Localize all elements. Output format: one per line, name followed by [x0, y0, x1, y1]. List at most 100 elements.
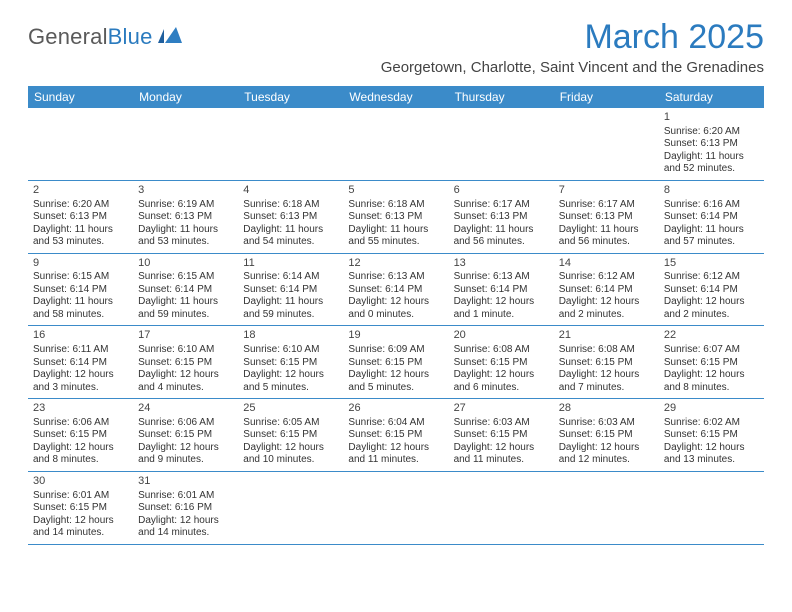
day-number: 18 — [243, 329, 338, 343]
sunrise-line: Sunrise: 6:20 AM — [664, 126, 759, 139]
day-number: 14 — [559, 257, 654, 271]
sunset-line: Sunset: 6:14 PM — [559, 284, 654, 297]
daylight-line: Daylight: 11 hours and 56 minutes. — [559, 224, 654, 249]
sunset-line: Sunset: 6:14 PM — [138, 284, 233, 297]
day-cell: 11Sunrise: 6:14 AMSunset: 6:14 PMDayligh… — [238, 254, 343, 326]
daylight-line: Daylight: 12 hours and 7 minutes. — [559, 369, 654, 394]
sunrise-line: Sunrise: 6:10 AM — [138, 344, 233, 357]
sunrise-line: Sunrise: 6:14 AM — [243, 271, 338, 284]
daylight-line: Daylight: 12 hours and 3 minutes. — [33, 369, 128, 394]
empty-cell — [449, 108, 554, 180]
sunrise-line: Sunrise: 6:13 AM — [348, 271, 443, 284]
day-cell: 8Sunrise: 6:16 AMSunset: 6:14 PMDaylight… — [659, 181, 764, 253]
sunrise-line: Sunrise: 6:05 AM — [243, 417, 338, 430]
daylight-line: Daylight: 12 hours and 14 minutes. — [138, 515, 233, 540]
day-cell: 23Sunrise: 6:06 AMSunset: 6:15 PMDayligh… — [28, 399, 133, 471]
empty-cell — [238, 108, 343, 180]
sunrise-line: Sunrise: 6:03 AM — [559, 417, 654, 430]
weekday-sunday: Sunday — [28, 86, 133, 108]
sunset-line: Sunset: 6:15 PM — [348, 429, 443, 442]
day-number: 15 — [664, 257, 759, 271]
day-cell: 15Sunrise: 6:12 AMSunset: 6:14 PMDayligh… — [659, 254, 764, 326]
daylight-line: Daylight: 12 hours and 11 minutes. — [454, 442, 549, 467]
day-cell: 14Sunrise: 6:12 AMSunset: 6:14 PMDayligh… — [554, 254, 659, 326]
sunset-line: Sunset: 6:15 PM — [559, 357, 654, 370]
day-number: 29 — [664, 402, 759, 416]
sunset-line: Sunset: 6:15 PM — [138, 429, 233, 442]
daylight-line: Daylight: 12 hours and 11 minutes. — [348, 442, 443, 467]
day-number: 21 — [559, 329, 654, 343]
day-number: 31 — [138, 475, 233, 489]
weekday-saturday: Saturday — [659, 86, 764, 108]
sunset-line: Sunset: 6:15 PM — [559, 429, 654, 442]
sunset-line: Sunset: 6:13 PM — [348, 211, 443, 224]
sunrise-line: Sunrise: 6:01 AM — [138, 490, 233, 503]
day-cell: 10Sunrise: 6:15 AMSunset: 6:14 PMDayligh… — [133, 254, 238, 326]
sunrise-line: Sunrise: 6:04 AM — [348, 417, 443, 430]
day-cell: 17Sunrise: 6:10 AMSunset: 6:15 PMDayligh… — [133, 326, 238, 398]
daylight-line: Daylight: 12 hours and 4 minutes. — [138, 369, 233, 394]
daylight-line: Daylight: 12 hours and 14 minutes. — [33, 515, 128, 540]
daylight-line: Daylight: 12 hours and 8 minutes. — [664, 369, 759, 394]
brand-right: Blue — [108, 24, 153, 49]
empty-cell — [343, 108, 448, 180]
brand-name: GeneralBlue — [28, 24, 153, 50]
sunrise-line: Sunrise: 6:08 AM — [454, 344, 549, 357]
sunrise-line: Sunrise: 6:08 AM — [559, 344, 654, 357]
location-line: Georgetown, Charlotte, Saint Vincent and… — [28, 59, 764, 76]
day-number: 8 — [664, 184, 759, 198]
sunset-line: Sunset: 6:16 PM — [138, 502, 233, 515]
daylight-line: Daylight: 12 hours and 5 minutes. — [243, 369, 338, 394]
sunrise-line: Sunrise: 6:03 AM — [454, 417, 549, 430]
daylight-line: Daylight: 12 hours and 10 minutes. — [243, 442, 338, 467]
day-number: 17 — [138, 329, 233, 343]
day-cell: 27Sunrise: 6:03 AMSunset: 6:15 PMDayligh… — [449, 399, 554, 471]
sunset-line: Sunset: 6:15 PM — [348, 357, 443, 370]
sunset-line: Sunset: 6:15 PM — [138, 357, 233, 370]
sunrise-line: Sunrise: 6:17 AM — [454, 199, 549, 212]
weekday-tuesday: Tuesday — [238, 86, 343, 108]
weekday-monday: Monday — [133, 86, 238, 108]
day-number: 19 — [348, 329, 443, 343]
daylight-line: Daylight: 11 hours and 53 minutes. — [33, 224, 128, 249]
sunrise-line: Sunrise: 6:10 AM — [243, 344, 338, 357]
sunset-line: Sunset: 6:14 PM — [664, 211, 759, 224]
month-title: March 2025 — [584, 18, 764, 57]
day-number: 9 — [33, 257, 128, 271]
sunrise-line: Sunrise: 6:12 AM — [559, 271, 654, 284]
sunset-line: Sunset: 6:15 PM — [33, 502, 128, 515]
week-row: 2Sunrise: 6:20 AMSunset: 6:13 PMDaylight… — [28, 181, 764, 254]
sunrise-line: Sunrise: 6:01 AM — [33, 490, 128, 503]
daylight-line: Daylight: 12 hours and 12 minutes. — [559, 442, 654, 467]
empty-cell — [28, 108, 133, 180]
daylight-line: Daylight: 11 hours and 56 minutes. — [454, 224, 549, 249]
day-number: 12 — [348, 257, 443, 271]
daylight-line: Daylight: 12 hours and 2 minutes. — [559, 296, 654, 321]
sunrise-line: Sunrise: 6:13 AM — [454, 271, 549, 284]
sunset-line: Sunset: 6:15 PM — [243, 357, 338, 370]
week-row: 30Sunrise: 6:01 AMSunset: 6:15 PMDayligh… — [28, 472, 764, 545]
sunset-line: Sunset: 6:15 PM — [664, 357, 759, 370]
day-cell: 2Sunrise: 6:20 AMSunset: 6:13 PMDaylight… — [28, 181, 133, 253]
day-number: 23 — [33, 402, 128, 416]
empty-cell — [449, 472, 554, 544]
day-cell: 22Sunrise: 6:07 AMSunset: 6:15 PMDayligh… — [659, 326, 764, 398]
sunset-line: Sunset: 6:14 PM — [33, 357, 128, 370]
sunrise-line: Sunrise: 6:16 AM — [664, 199, 759, 212]
day-number: 24 — [138, 402, 233, 416]
sunrise-line: Sunrise: 6:15 AM — [138, 271, 233, 284]
daylight-line: Daylight: 11 hours and 55 minutes. — [348, 224, 443, 249]
sunrise-line: Sunrise: 6:11 AM — [33, 344, 128, 357]
sunset-line: Sunset: 6:13 PM — [243, 211, 338, 224]
sunrise-line: Sunrise: 6:07 AM — [664, 344, 759, 357]
sunrise-line: Sunrise: 6:15 AM — [33, 271, 128, 284]
day-number: 26 — [348, 402, 443, 416]
day-cell: 28Sunrise: 6:03 AMSunset: 6:15 PMDayligh… — [554, 399, 659, 471]
day-cell: 13Sunrise: 6:13 AMSunset: 6:14 PMDayligh… — [449, 254, 554, 326]
day-number: 7 — [559, 184, 654, 198]
sunrise-line: Sunrise: 6:02 AM — [664, 417, 759, 430]
daylight-line: Daylight: 12 hours and 9 minutes. — [138, 442, 233, 467]
day-number: 27 — [454, 402, 549, 416]
sunset-line: Sunset: 6:13 PM — [664, 138, 759, 151]
daylight-line: Daylight: 11 hours and 59 minutes. — [138, 296, 233, 321]
